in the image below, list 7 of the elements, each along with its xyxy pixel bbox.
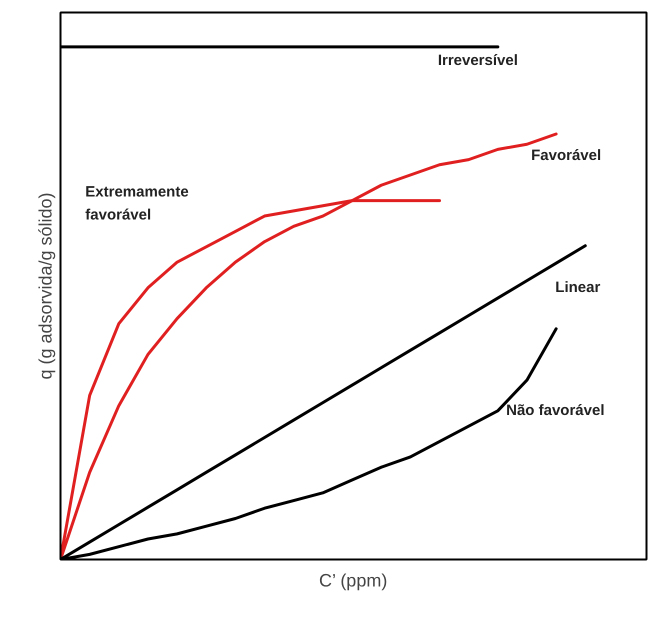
series-label: Não favorável [506, 402, 605, 419]
y-axis-title: q (g adsorvida/g sólido) [36, 192, 56, 380]
series-label: Extremamente favorável [85, 184, 189, 224]
series-label: Favorável [531, 147, 602, 164]
series-label: Irreversível [438, 52, 518, 69]
x-axis-title: C’ (ppm) [319, 570, 388, 590]
series-label: Linear [555, 278, 600, 296]
